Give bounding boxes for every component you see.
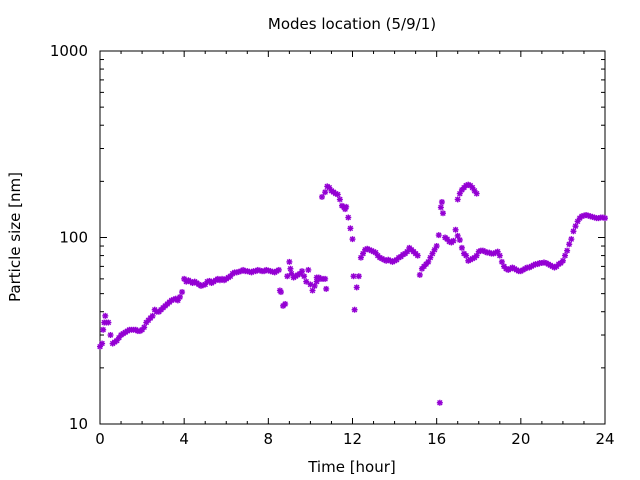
data-point xyxy=(179,289,186,296)
data-point xyxy=(559,257,566,264)
data-point xyxy=(433,243,440,250)
data-point xyxy=(149,312,156,319)
data-point xyxy=(313,278,320,285)
data-point xyxy=(287,265,294,272)
data-point xyxy=(277,289,284,296)
data-point xyxy=(350,273,357,280)
data-point xyxy=(303,278,310,285)
y-ticks: 10 100 1000 xyxy=(50,42,605,433)
y-tick-label: 100 xyxy=(59,229,88,247)
data-point xyxy=(323,285,330,292)
data-point xyxy=(372,249,379,256)
data-point xyxy=(438,199,445,206)
x-tick-label: 0 xyxy=(95,430,105,448)
x-tick-label: 4 xyxy=(179,430,189,448)
data-point xyxy=(353,284,360,291)
data-point xyxy=(334,191,341,198)
data-point xyxy=(343,203,350,210)
data-point xyxy=(322,189,329,196)
data-point xyxy=(452,226,459,233)
data-point xyxy=(309,287,316,294)
y-tick-label: 10 xyxy=(69,415,88,433)
data-point xyxy=(450,237,457,244)
x-ticks: 0 4 8 12 16 20 24 xyxy=(95,51,615,448)
x-tick-label: 8 xyxy=(264,430,274,448)
data-point xyxy=(458,244,465,251)
data-point xyxy=(305,266,312,273)
data-point xyxy=(564,247,571,254)
data-point xyxy=(275,266,282,273)
data-point xyxy=(463,252,470,259)
data-point xyxy=(176,293,183,300)
data-point xyxy=(349,236,356,243)
y-minor-ticks xyxy=(100,59,605,369)
data-point xyxy=(299,268,305,275)
data-point xyxy=(456,190,463,197)
data-point xyxy=(351,306,358,313)
data-point xyxy=(439,210,446,217)
data-point xyxy=(436,399,443,406)
data-point xyxy=(99,340,106,347)
y-tick-label: 1000 xyxy=(50,42,88,60)
data-point xyxy=(562,252,569,259)
data-point xyxy=(141,324,148,331)
x-tick-label: 16 xyxy=(427,430,446,448)
data-points xyxy=(97,181,608,406)
data-point xyxy=(286,258,293,265)
data-point xyxy=(570,228,577,235)
data-point xyxy=(572,223,579,230)
y-axis-label: Particle size [nm] xyxy=(6,172,24,302)
data-point xyxy=(568,236,575,243)
data-point xyxy=(494,248,501,255)
data-point xyxy=(355,273,362,280)
data-point xyxy=(498,258,505,265)
x-axis-label: Time [hour] xyxy=(307,458,396,476)
data-point xyxy=(414,252,421,259)
x-tick-label: 20 xyxy=(511,430,530,448)
data-point xyxy=(496,252,503,259)
data-point xyxy=(435,232,442,239)
data-point xyxy=(416,271,423,278)
data-point xyxy=(473,190,480,197)
data-point xyxy=(454,196,461,203)
data-point xyxy=(336,196,343,203)
data-point xyxy=(602,215,608,222)
data-point xyxy=(107,332,114,339)
chart-title: Modes location (5/9/1) xyxy=(268,15,436,33)
data-point xyxy=(282,300,289,307)
data-point xyxy=(456,236,463,243)
data-point xyxy=(301,273,308,280)
data-point xyxy=(102,312,109,319)
data-point xyxy=(322,275,329,282)
x-tick-label: 12 xyxy=(343,430,362,448)
data-point xyxy=(105,319,112,326)
data-point xyxy=(100,326,107,333)
data-point xyxy=(437,204,444,211)
data-point xyxy=(347,225,354,232)
data-point xyxy=(566,241,573,248)
x-tick-label: 24 xyxy=(595,430,614,448)
data-point xyxy=(284,273,291,280)
data-point xyxy=(345,214,352,221)
data-point xyxy=(318,193,325,200)
